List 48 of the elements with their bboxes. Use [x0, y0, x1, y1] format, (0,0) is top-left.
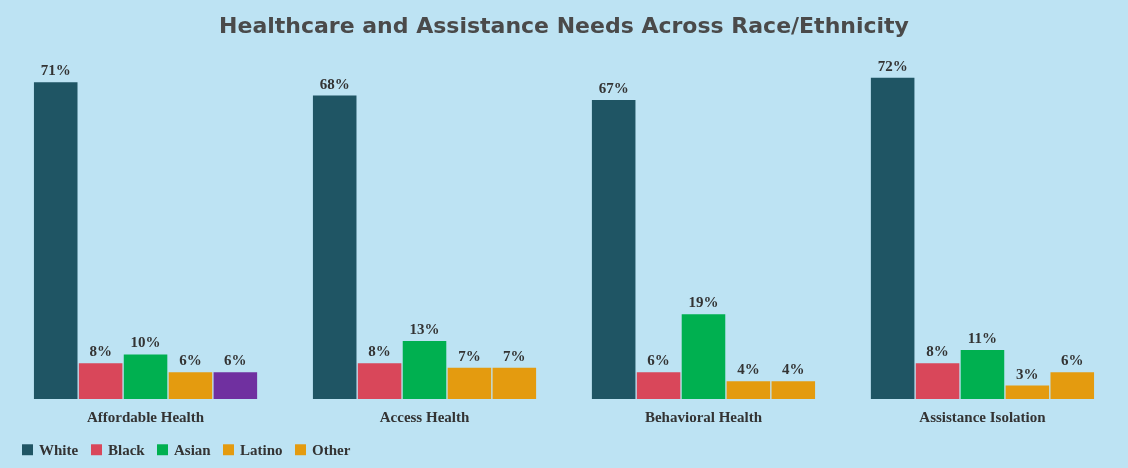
data-label: 4%: [737, 361, 760, 378]
legend-label: Asian: [174, 441, 212, 458]
data-label: 67%: [598, 80, 629, 97]
data-label: 68%: [319, 75, 350, 92]
data-label: 11%: [967, 329, 998, 346]
bar: [591, 100, 636, 399]
data-label: 71%: [40, 62, 71, 79]
data-label: 7%: [458, 347, 481, 364]
chart-title: Healthcare and Assistance Needs Across Race/Ethnicity: [219, 13, 909, 38]
legend-label: Latino: [240, 441, 283, 458]
data-label: 19%: [688, 294, 719, 311]
data-label: 3%: [1016, 365, 1039, 382]
bar: [681, 314, 726, 399]
x-tick-label: Affordable Health: [87, 408, 205, 425]
data-label: 13%: [409, 320, 440, 337]
bar: [213, 372, 258, 399]
bar: [168, 372, 213, 399]
x-tick-label: Behavioral Health: [644, 408, 763, 425]
data-label: 8%: [368, 343, 391, 360]
bar: [492, 367, 537, 399]
x-tick-label: Access Health: [379, 408, 470, 425]
x-tick-label: Assistance Isolation: [919, 408, 1047, 425]
data-label: 6%: [179, 352, 202, 369]
data-label: 8%: [926, 343, 949, 360]
bar: [726, 381, 771, 399]
bar: [357, 363, 402, 399]
bar: [636, 372, 681, 399]
legend-label: White: [39, 441, 79, 458]
bar: [312, 95, 357, 399]
data-label: 72%: [877, 57, 908, 74]
bar: [402, 340, 447, 399]
data-label: 10%: [130, 334, 161, 351]
bar: [78, 363, 123, 399]
bar: [915, 363, 960, 399]
data-label: 7%: [503, 347, 526, 364]
legend-label: Black: [108, 441, 146, 458]
legend-label: Other: [312, 441, 351, 458]
data-label: 4%: [782, 361, 805, 378]
bar: [870, 77, 915, 399]
data-label: 6%: [224, 352, 247, 369]
data-label: 8%: [89, 343, 112, 360]
bar: [771, 381, 816, 399]
bar: [960, 349, 1005, 399]
data-label: 6%: [1061, 352, 1084, 369]
bar: [33, 82, 78, 399]
bar: [447, 367, 492, 399]
data-label: 6%: [647, 352, 670, 369]
bar: [123, 354, 168, 399]
